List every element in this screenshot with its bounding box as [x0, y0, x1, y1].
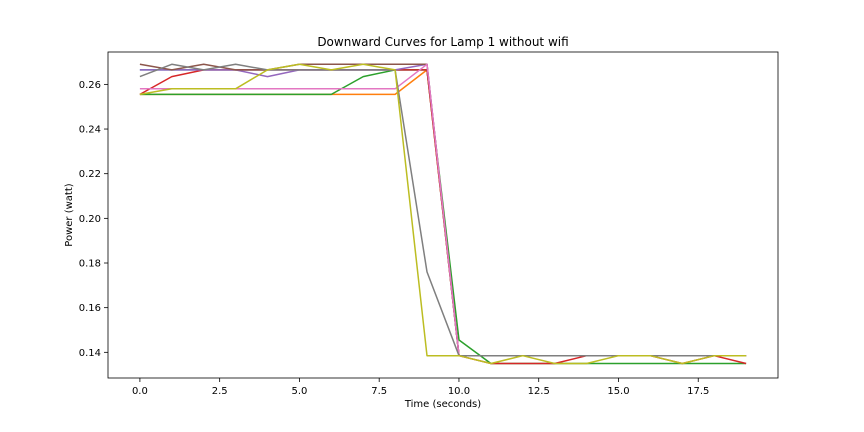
y-tick-label: 0.14 [79, 348, 101, 359]
chart-title: Downward Curves for Lamp 1 without wifi [317, 35, 568, 49]
x-tick-label: 7.5 [371, 386, 387, 397]
series-line-9 [139, 63, 747, 365]
y-tick-label: 0.24 [79, 125, 101, 136]
y-tick-label: 0.18 [79, 259, 101, 270]
series-layer [139, 63, 747, 365]
x-tick-label: 0.0 [132, 386, 148, 397]
x-tick-label: 17.5 [687, 386, 709, 397]
y-tick-label: 0.20 [79, 214, 101, 225]
plot-frame [107, 51, 779, 379]
x-axis-label: Time (seconds) [404, 399, 481, 410]
y-tick-label: 0.16 [79, 303, 101, 314]
x-tick-label: 5.0 [291, 386, 307, 397]
y-axis-ticks: 0.14 0.16 0.18 0.20 0.22 0.24 0.26 [79, 80, 108, 359]
y-tick-label: 0.22 [79, 169, 101, 180]
x-tick-label: 10.0 [448, 386, 470, 397]
x-tick-label: 15.0 [607, 386, 629, 397]
x-axis-ticks: 0.0 2.5 5.0 7.5 10.0 12.5 15.0 17.5 [132, 378, 709, 397]
x-tick-label: 12.5 [528, 386, 550, 397]
y-tick-label: 0.26 [79, 80, 101, 91]
x-tick-label: 2.5 [212, 386, 228, 397]
y-axis-label: Power (watt) [64, 183, 75, 246]
